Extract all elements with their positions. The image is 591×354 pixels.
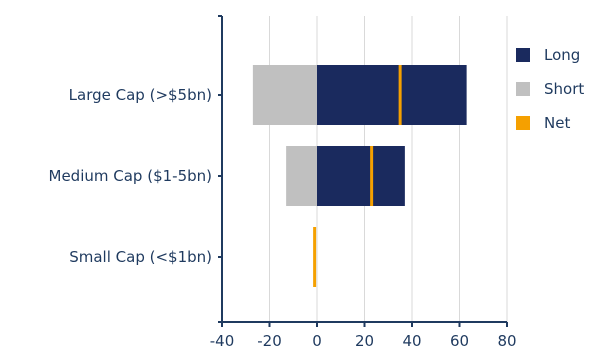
x-tick-label-2: 0 (312, 332, 322, 350)
category-label-0: Large Cap (>$5bn) (69, 86, 212, 104)
x-tick-label-6: 80 (497, 332, 516, 350)
bar-short-1 (286, 146, 317, 206)
bar-long-1 (317, 146, 405, 206)
x-tick-label-4: 40 (402, 332, 421, 350)
bar-long-0 (317, 65, 467, 125)
x-tick-label-1: -20 (257, 332, 282, 350)
legend-swatch-short (516, 82, 530, 96)
legend-label-long: Long (544, 46, 580, 64)
legend: Long Short Net (516, 46, 584, 132)
net-marker-0 (398, 65, 402, 125)
category-label-1: Medium Cap ($1-5bn) (49, 167, 212, 185)
axes (218, 15, 508, 327)
legend-swatch-long (516, 48, 530, 62)
labels: -40 -20 0 20 40 60 80 Large Cap (>$5bn) Medium C… (49, 86, 517, 350)
legend-swatch-net (516, 116, 530, 130)
bars (252, 65, 467, 287)
x-tick-label-3: 20 (355, 332, 374, 350)
bar-short-0 (252, 65, 317, 125)
legend-label-short: Short (544, 80, 584, 98)
net-marker-1 (370, 146, 374, 206)
legend-label-net: Net (544, 114, 570, 132)
net-marker-2 (313, 227, 317, 287)
x-tick-label-5: 60 (450, 332, 469, 350)
x-tick-label-0: -40 (210, 332, 235, 350)
category-label-2: Small Cap (<$1bn) (69, 248, 212, 266)
